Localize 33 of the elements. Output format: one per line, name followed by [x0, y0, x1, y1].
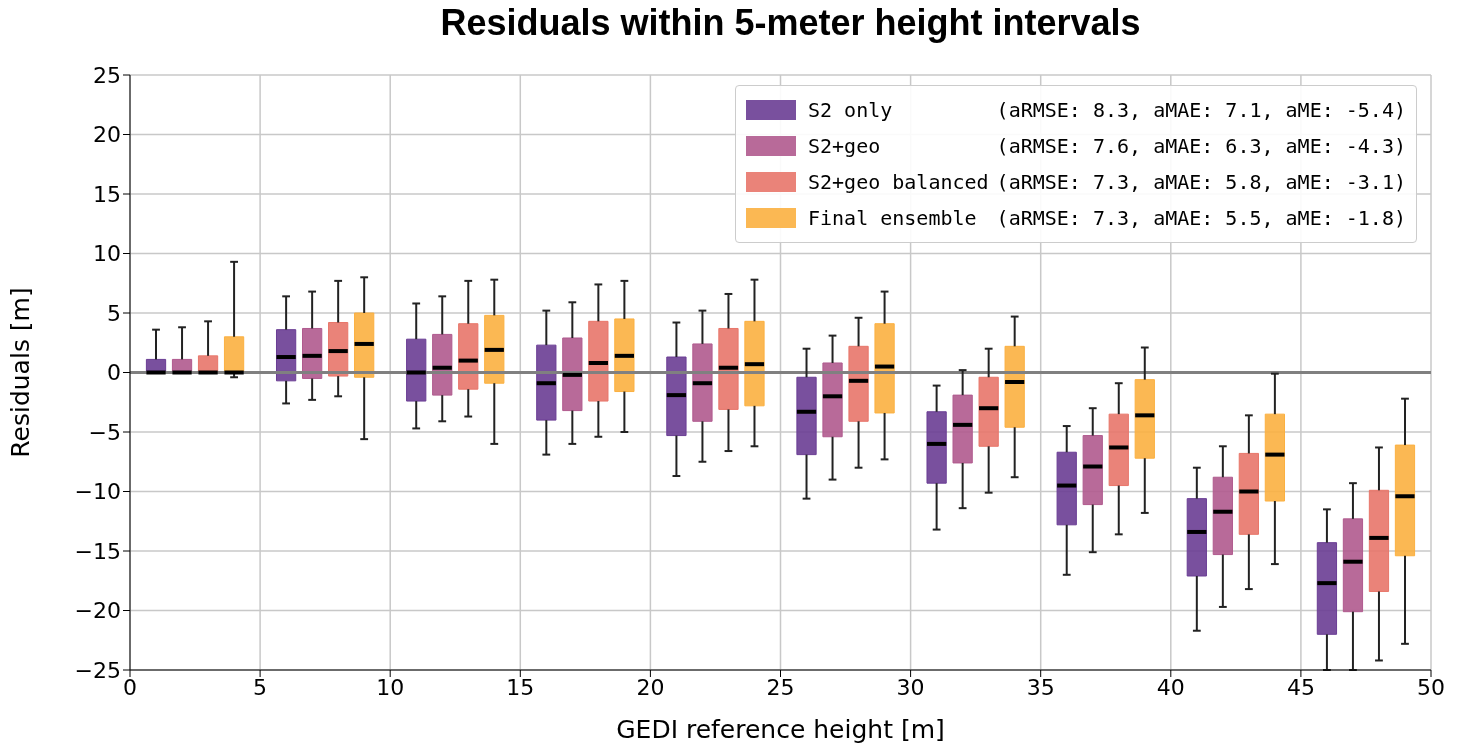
x-tick-label: 40	[1156, 674, 1185, 700]
y-tick-label: −20	[74, 598, 121, 624]
legend-label: S2 only	[807, 97, 894, 124]
y-tick-label: 10	[93, 241, 121, 267]
annotation: (aRMSE: 7.3, aMAE: 5.8, aME: -3.1)	[996, 169, 1406, 196]
annotation: (aRMSE: 8.3, aMAE: 7.1, aME: -5.4)	[996, 97, 1406, 124]
y-tick-label: −15	[74, 538, 121, 564]
annotation: (aRMSE: 7.6, aMAE: 6.3, aME: -4.3)	[996, 133, 1406, 160]
x-tick-label: 25	[766, 674, 795, 700]
y-tick-label: −5	[88, 419, 121, 445]
annotation: (aRMSE: 7.3, aMAE: 5.5, aME: -1.8)	[996, 205, 1406, 232]
x-tick-label: 20	[636, 674, 665, 700]
x-tick-label: 45	[1286, 674, 1315, 700]
x-tick-label: 50	[1417, 674, 1445, 700]
y-tick-label: −10	[74, 479, 121, 505]
x-tick-label: 5	[253, 674, 268, 700]
x-tick-label: 30	[896, 674, 925, 700]
legend-label: Final ensemble	[807, 205, 978, 232]
x-axis-title: GEDI reference height [m]	[616, 715, 945, 744]
x-tick-label: 0	[123, 674, 137, 700]
legend-label: S2+geo balanced	[807, 169, 990, 196]
x-tick-label: 10	[376, 674, 405, 700]
y-tick-label: 0	[107, 360, 121, 386]
y-tick-label: 20	[93, 122, 121, 148]
x-tick-label: 35	[1026, 674, 1055, 700]
x-tick-label: 15	[506, 674, 535, 700]
y-tick-label: −25	[74, 657, 121, 683]
y-axis-title: Residuals [m]	[5, 287, 35, 458]
y-tick-label: 15	[93, 181, 121, 207]
legend-label: S2+geo	[807, 133, 882, 160]
y-tick-label: 5	[107, 300, 121, 326]
y-tick-label: 25	[93, 62, 121, 88]
chart-title: Residuals within 5-meter height intervals	[439, 2, 1142, 44]
